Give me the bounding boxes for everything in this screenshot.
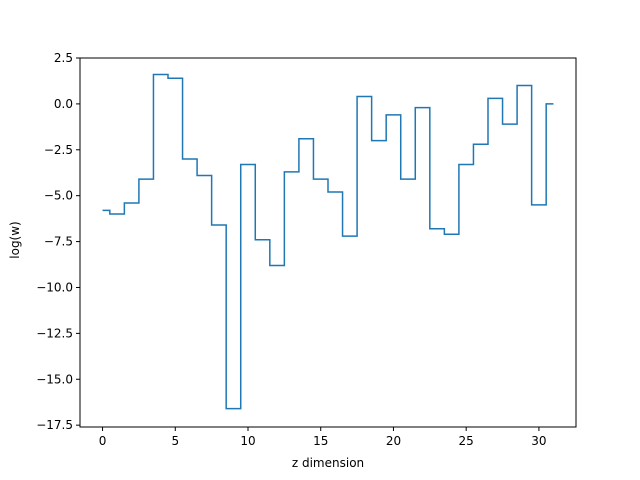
x-tick-label: 0 xyxy=(99,434,107,448)
y-axis-label: log(w) xyxy=(8,221,22,258)
y-tick-label: 0.0 xyxy=(54,97,73,111)
y-tick-label: −10.0 xyxy=(36,280,73,294)
x-axis-ticks: 0 5 10 15 20 25 30 xyxy=(99,427,547,448)
x-tick-label: 30 xyxy=(531,434,546,448)
x-tick-label: 10 xyxy=(240,434,255,448)
y-tick-label: −2.5 xyxy=(44,143,73,157)
y-tick-label: −5.0 xyxy=(44,189,73,203)
y-tick-label: −17.5 xyxy=(36,418,73,432)
x-tick-label: 20 xyxy=(386,434,401,448)
x-tick-label: 25 xyxy=(459,434,474,448)
x-axis-label: z dimension xyxy=(292,456,364,470)
series-line-0 xyxy=(102,73,554,410)
axes-frame xyxy=(79,57,577,428)
y-tick-label: −7.5 xyxy=(44,235,73,249)
plot-area xyxy=(79,57,577,428)
x-tick-label: 15 xyxy=(313,434,328,448)
y-axis-ticks: −17.5 −15.0 −12.5 −10.0 −7.5 −5.0 −2.5 0.0 2.5 xyxy=(36,51,80,432)
y-tick-label: −15.0 xyxy=(36,372,73,386)
y-tick-label: −12.5 xyxy=(36,326,73,340)
x-tick-label: 5 xyxy=(171,434,179,448)
y-tick-label: 2.5 xyxy=(54,51,73,65)
